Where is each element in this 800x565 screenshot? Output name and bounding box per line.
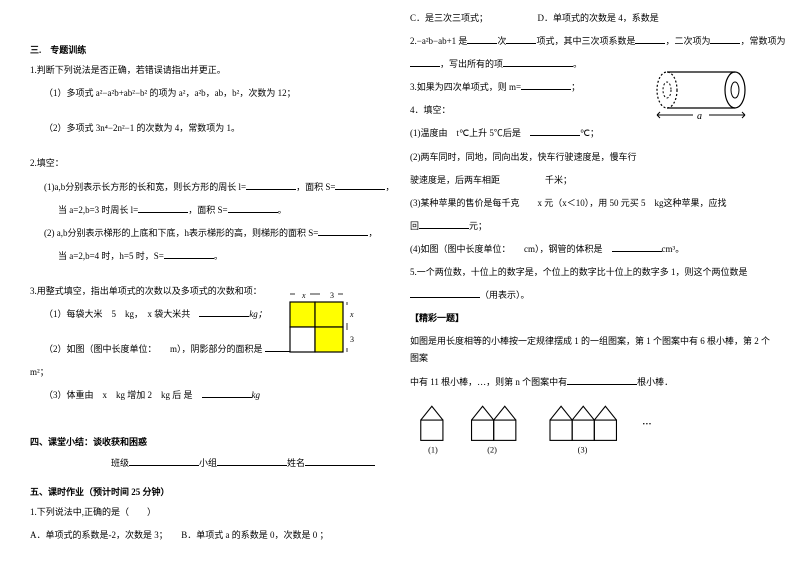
q2-1b: 当 a=2,b=3 时周长 l= ，面积 S= 。 xyxy=(30,202,390,219)
r5: 5.一个两位数，十位上的数字是，个位上的数字比十位上的数字多 1，则这个两位数是 xyxy=(410,264,770,281)
r5b: （用表示）。 xyxy=(410,287,770,304)
blank xyxy=(530,126,580,136)
q1-2: （2）多项式 3n⁴−2n²−1 的次数为 4，常数项为 1。 xyxy=(30,120,390,137)
blank xyxy=(335,180,385,190)
blank xyxy=(202,388,252,398)
blank xyxy=(410,57,440,67)
text: 小组 xyxy=(199,458,217,468)
blank xyxy=(506,34,536,44)
section5-title: 五、课时作业（预计时间 25 分钟） xyxy=(30,484,390,500)
hw1: 1.下列说法中,正确的是（ ） xyxy=(30,504,390,521)
blank xyxy=(129,456,199,466)
text: kg； xyxy=(249,309,267,319)
text: （2）如图（图中长度单位： m），阴影部分的面积是 xyxy=(44,344,263,354)
section4-title: 四、课堂小结：谈收获和困惑 xyxy=(30,434,390,450)
blank xyxy=(318,226,368,236)
r4-3: (3)某种苹果的售价是每千克 x 元（x＜10），用 50 元买 5 kg这种苹… xyxy=(410,195,770,212)
blank xyxy=(305,456,375,466)
blank xyxy=(199,307,249,317)
r4-2b: 驶速度是，后两车相距 千米； xyxy=(410,172,770,189)
svg-text:(2): (2) xyxy=(487,445,497,454)
q3-3: （3）体重由 x kg 增加 2 kg 后 是 kg xyxy=(30,387,390,404)
r1: C．是三次三项式； D．单项式的次数是 4，系数是 xyxy=(410,10,770,27)
q2-2b: 当 a=2,b=4 时，h=5 时，S= 。 xyxy=(30,248,390,265)
text: ，常数项为 xyxy=(740,36,785,46)
svg-text:(1): (1) xyxy=(428,445,438,454)
blank xyxy=(710,34,740,44)
blank xyxy=(567,375,637,385)
hw1-a: A．单项式的系数是-2，次数是 3； B．单项式 a 的系数是 0，次数是 0 … xyxy=(30,527,390,544)
text: 3.如果为四次单项式，则 m= xyxy=(410,82,521,92)
blank xyxy=(419,219,469,229)
blank xyxy=(228,203,278,213)
text: 中有 11 根小棒，…，则第 n 个图案中有 xyxy=(410,377,567,387)
text: （用表示）。 xyxy=(480,290,530,300)
r4-2: (2)两车同时，同地，同向出发，快车行驶速度是，慢车行 xyxy=(410,149,770,166)
svg-text:x: x xyxy=(301,291,306,300)
text: (1)温度由 t℃上升 5℃后是 xyxy=(410,128,521,138)
text: ，面积 S= xyxy=(188,205,227,215)
text: 项式，其中三次项系数是 xyxy=(536,36,635,46)
blank xyxy=(503,57,573,67)
text: (1)a,b分别表示长方形的长和宽，则长方形的周长 l= xyxy=(44,182,246,192)
text: ℃； xyxy=(580,128,599,138)
text: 回 xyxy=(410,221,419,231)
q2-1: (1)a,b分别表示长方形的长和宽，则长方形的周长 l=，面积 S=， xyxy=(30,179,390,196)
text: 当 a=2,b=3 时周长 l= xyxy=(58,205,138,215)
q2: 2.填空： xyxy=(30,155,390,172)
blank xyxy=(217,456,287,466)
dots: … xyxy=(642,416,651,426)
text: 根小棒． xyxy=(637,377,673,387)
svg-text:a: a xyxy=(697,111,702,122)
text: ， xyxy=(368,228,377,238)
text: 。 xyxy=(573,59,582,69)
jingcai-title: 【精彩一题】 xyxy=(410,310,770,327)
text: ，面积 S= xyxy=(296,182,335,192)
text: 次 xyxy=(497,36,506,46)
text: cm³。 xyxy=(662,244,685,254)
q2-2: (2) a,b分别表示梯形的上底和下底，h表示梯形的高，则梯形的面积 S= ， xyxy=(30,225,390,242)
blank xyxy=(635,34,665,44)
text: （1）每袋大米 5 kg， x 袋大米共 xyxy=(44,309,190,319)
text: 班级 xyxy=(30,458,129,468)
text: 2.−a²b−ab+1 是 xyxy=(410,36,467,46)
q1-1: （1）多项式 a²−a²b+ab²−b² 的项为 a²，a²b，ab，b²，次数… xyxy=(30,85,390,102)
text: 元； xyxy=(469,221,487,231)
text: 。 xyxy=(278,205,287,215)
text: (2) a,b分别表示梯形的上底和下底，h表示梯形的高，则梯形的面积 S= xyxy=(44,228,318,238)
svg-text:(3): (3) xyxy=(578,445,588,454)
text: 。 xyxy=(214,251,223,261)
text: ，二次项为 xyxy=(665,36,710,46)
blank xyxy=(467,34,497,44)
text: ， xyxy=(385,182,394,192)
text: （3）体重由 x kg 增加 2 kg 后 是 xyxy=(44,390,193,400)
blank xyxy=(410,288,480,298)
r4-4: (4)如图（图中长度单位： cm），钢管的体积是 cm³。 xyxy=(410,241,770,258)
text: kg xyxy=(252,390,261,400)
svg-text:3: 3 xyxy=(330,291,334,300)
text: ，写出所有的项 xyxy=(440,59,503,69)
grid-figure: x 3 x 3 xyxy=(270,290,370,370)
blank xyxy=(246,180,296,190)
text: 姓名 xyxy=(287,458,305,468)
blank xyxy=(138,203,188,213)
class-info: 班级 小组 姓名 xyxy=(30,455,390,472)
houses-figure: … (1) (2) (3) xyxy=(410,397,770,462)
cylinder-figure: a xyxy=(655,65,750,140)
text: 当 a=2,b=4 时，h=5 时，S= xyxy=(58,251,164,261)
text: ； xyxy=(571,82,580,92)
svg-text:3: 3 xyxy=(350,335,354,344)
blank xyxy=(521,80,571,90)
jc2: 中有 11 根小棒，…，则第 n 个图案中有 根小棒． xyxy=(410,374,770,391)
section3-title: 三. 专题训练 xyxy=(30,42,390,58)
blank xyxy=(612,242,662,252)
svg-text:x: x xyxy=(349,310,354,319)
r2: 2.−a²b−ab+1 是次项式，其中三次项系数是，二次项为，常数项为 xyxy=(410,33,770,50)
r4-3b: 回 元； xyxy=(410,218,770,235)
q1: 1.判断下列说法是否正确，若错误请指出并更正。 xyxy=(30,62,390,79)
jc1: 如图是用长度相等的小棒按一定规律摆成 1 的一组图案，第 1 个图案中有 6 根… xyxy=(410,333,770,367)
blank xyxy=(164,249,214,259)
text: (4)如图（图中长度单位： cm），钢管的体积是 xyxy=(410,244,612,254)
